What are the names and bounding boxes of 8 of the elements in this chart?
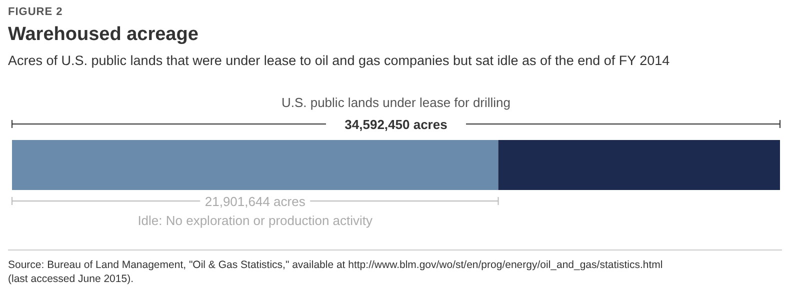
source-note: Source: Bureau of Land Management, "Oil & Gas Statistics," available at http://www.blm.gov/wo/st/en/prog/energy/oil_and_gas/statistics.html (last accessed June 2015). [8, 259, 663, 285]
data-label: 21,901,644 acres [204, 194, 306, 209]
chart-title: Warehoused acreage [8, 24, 198, 45]
caption: FIGURE 2 [8, 6, 63, 18]
total-label: 34,592,450 acres [344, 117, 448, 132]
series-label: Idle: No exploration or production activity [138, 213, 374, 228]
chart-subtitle: Acres of U.S. public lands that were under lease to oil and gas companies but sat idle as of the end of FY 2014 [8, 53, 670, 68]
text: U.S. public lands under lease for drilling [281, 95, 511, 110]
